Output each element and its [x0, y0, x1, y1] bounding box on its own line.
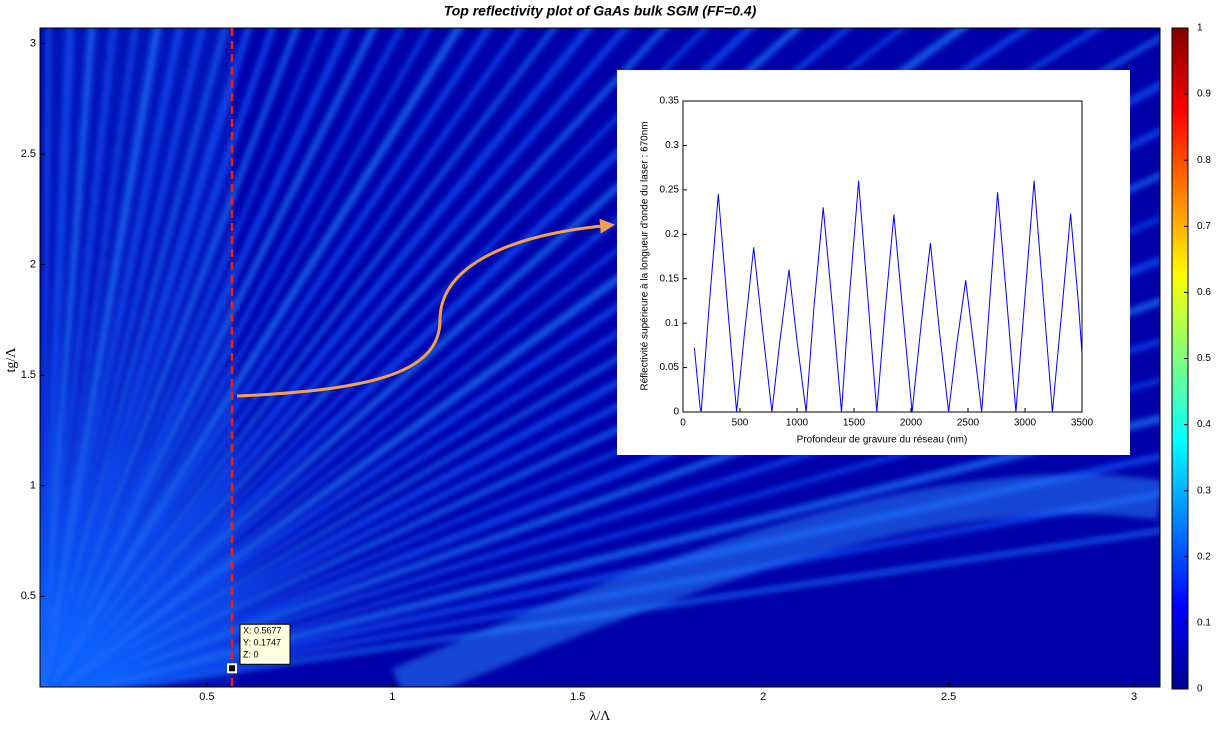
inset-x-tick-label: 1000	[786, 418, 809, 429]
stripe	[49, 28, 710, 687]
colorbar-tick-label: 0	[1197, 684, 1203, 695]
inset-y-tick-label: 0.2	[665, 229, 679, 240]
inset-x-tick-label: 3500	[1071, 418, 1094, 429]
stripe	[44, 28, 432, 687]
inset-x-label: Profondeur de gravure du réseau (nm)	[797, 435, 968, 446]
datatip-label: X: 0.5677	[243, 626, 282, 636]
y-tick-label: 3	[30, 37, 36, 49]
y-tick-label: 2	[30, 259, 36, 271]
x-tick-label: 2.5	[941, 691, 956, 703]
y-tick-label: 1.5	[21, 369, 36, 381]
colorbar-tick-label: 0.5	[1197, 353, 1211, 364]
inset-x-tick-label: 2000	[900, 418, 923, 429]
inset-y-tick-label: 0.25	[660, 184, 680, 195]
stripe	[45, 28, 594, 687]
stripe	[40, 28, 206, 687]
x-tick-label: 3	[1131, 691, 1137, 703]
colorbar-tick-label: 0.9	[1197, 89, 1211, 100]
datatip-label: Z: 0	[243, 650, 259, 660]
x-tick-label: 1	[389, 691, 395, 703]
stripe	[47, 28, 669, 687]
stripe	[41, 28, 300, 687]
stripe	[40, 28, 75, 687]
chart-title: Top reflectivity plot of GaAs bulk SGM (…	[444, 3, 757, 19]
stripe	[109, 528, 1160, 687]
stripe	[40, 28, 253, 687]
inset-x-tick-label: 3000	[1014, 418, 1037, 429]
inset-x-tick-label: 0	[680, 418, 686, 429]
datatip-box	[239, 623, 291, 665]
stripe	[40, 28, 117, 687]
stripe	[70, 338, 1160, 687]
x-tick-label: 0.5	[199, 691, 214, 703]
y-tick-label: 2.5	[21, 148, 36, 160]
inset-y-tick-label: 0.3	[665, 140, 679, 151]
datatip-label: Y: 0.1747	[243, 638, 281, 648]
stripe	[46, 28, 557, 687]
inset-y-tick-label: 0.05	[660, 362, 680, 373]
stripe	[76, 377, 1160, 687]
colorbar-tick-label: 0.4	[1197, 419, 1211, 430]
plot-frame	[39, 27, 1161, 688]
line-series	[693, 180, 1083, 413]
stripe	[46, 28, 631, 687]
stripe	[75, 414, 1160, 687]
y-tick-label: 1	[30, 480, 36, 492]
colorbar-tick-label: 0.6	[1197, 287, 1211, 298]
inset-y-tick-label: 0	[673, 407, 679, 418]
inset-frame	[682, 100, 1083, 413]
stripe	[392, 474, 1160, 687]
colorbar-tick-label: 0.2	[1197, 551, 1211, 562]
stripe	[94, 490, 1160, 687]
stripe	[40, 28, 138, 687]
inset-y-tick-label: 0.1	[665, 318, 679, 329]
inset-background	[617, 70, 1130, 455]
x-tick-label: 1.5	[570, 691, 585, 703]
x-axis-label: λ/Λ	[590, 709, 612, 724]
colorbar-tick-label: 0.8	[1197, 155, 1211, 166]
stripe	[41, 28, 352, 687]
stripe	[43, 28, 464, 687]
colorbar-tick-label: 0.1	[1197, 618, 1211, 629]
colorbar-tick-label: 0.7	[1197, 221, 1211, 232]
inset-x-tick-label: 2500	[957, 418, 980, 429]
y-axis-label: tg/Λ	[4, 347, 19, 373]
colorbar-tick-label: 1	[1197, 23, 1203, 34]
inset-y-label: Réflectivité supérieure à la longueur d'…	[640, 121, 651, 390]
stripe	[42, 28, 378, 687]
inset-x-tick-label: 500	[732, 418, 749, 429]
datatip-marker	[226, 663, 237, 674]
inset-x-tick-label: 1500	[843, 418, 866, 429]
arrow	[236, 218, 615, 398]
stripe	[45, 28, 525, 687]
y-tick-label: 0.5	[21, 590, 36, 602]
inset-y-tick-label: 0.35	[660, 96, 680, 107]
colorbar-tick-label: 0.3	[1197, 485, 1211, 496]
inset-y-tick-label: 0.15	[660, 273, 680, 284]
x-tick-label: 2	[760, 691, 766, 703]
stripe	[40, 28, 184, 687]
